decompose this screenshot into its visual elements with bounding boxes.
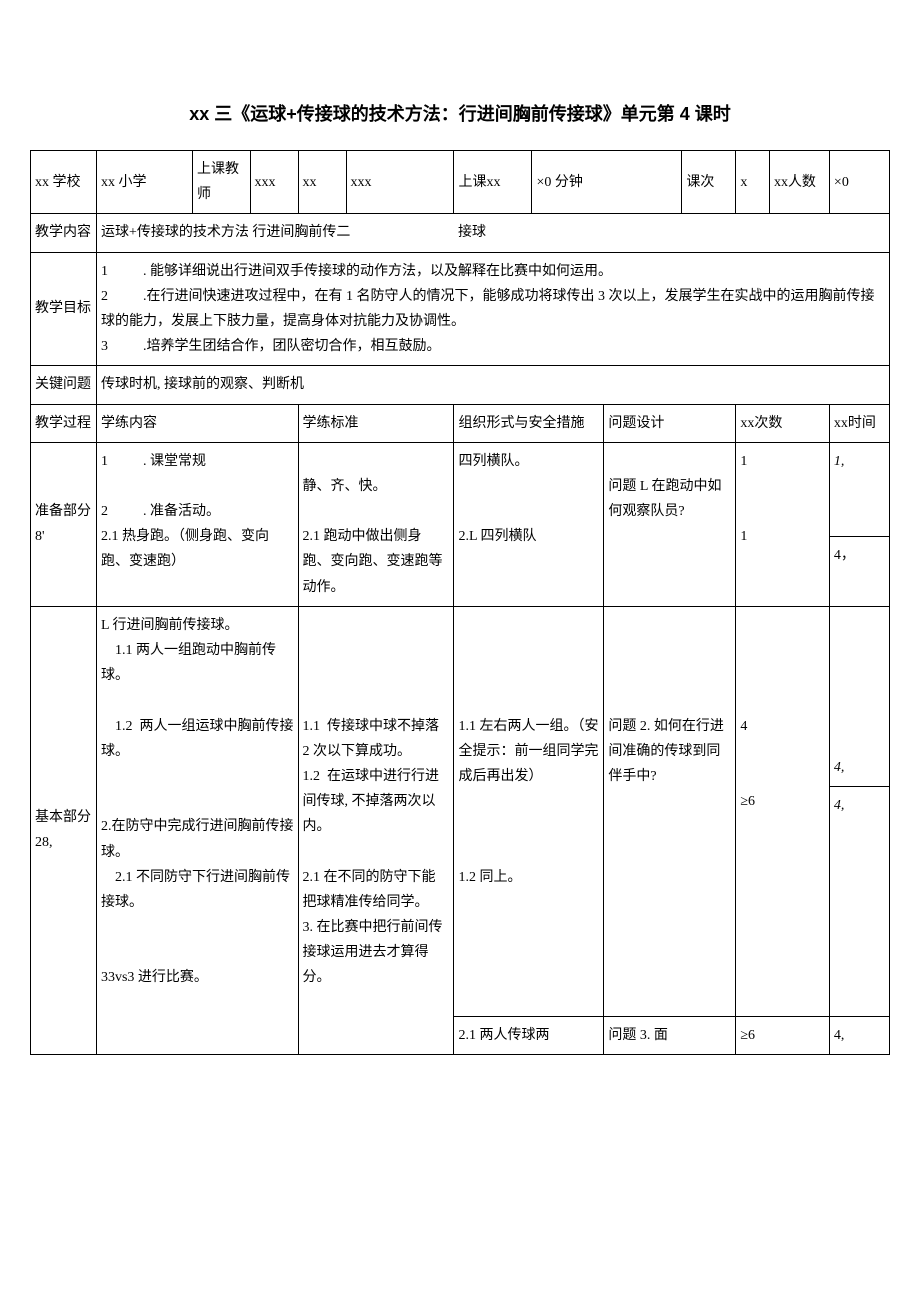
class-time-label: 上课xx <box>454 151 532 214</box>
basic-time-1: 4, <box>829 606 889 786</box>
header-count: xx次数 <box>736 404 830 442</box>
prep-question: 问题 L 在跑动中如何观察队员? <box>604 442 736 606</box>
basic-standard: 1.1 传接球中球不掉落 2 次以下算成功。 1.2 在运球中进行行进间传球, … <box>298 606 454 1054</box>
header-question: 问题设计 <box>604 404 736 442</box>
content-left: 运球+传接球的技术方法 行进间胸前传二 <box>96 214 453 252</box>
page-title: xx 三《运球+传接球的技术方法：行进间胸前传接球》单元第 4 课时 <box>30 100 890 126</box>
basic-org: 1.1 左右两人一组。（安全提示：前一组同学完成后再出发） 1.2 同上。 <box>454 606 604 1016</box>
col5-label: xx <box>298 151 346 214</box>
key-question-label: 关键问题 <box>31 366 97 404</box>
basic-label: 基本部分 28, <box>31 606 97 1054</box>
basic-content: L 行进间胸前传接球。 1.1 两人一组跑动中胸前传球。 1.2 两人一组运球中… <box>96 606 298 1054</box>
prep-counts: 1 1 <box>736 442 830 606</box>
header-standard: 学练标准 <box>298 404 454 442</box>
header-time: xx时间 <box>829 404 889 442</box>
prep-time-1: 1, <box>829 442 889 536</box>
header-org: 组织形式与安全措施 <box>454 404 604 442</box>
teacher-value: xxx <box>250 151 298 214</box>
lastrow-time: 4, <box>829 1016 889 1054</box>
content-right: 接球 <box>454 214 890 252</box>
count-value: ×0 <box>829 151 889 214</box>
basic-question: 问题 2. 如何在行进间准确的传球到同伴手中? <box>604 606 736 1016</box>
prep-label: 准备部分 8' <box>31 442 97 606</box>
prep-content: 1 . 课堂常规 2 . 准备活动。 2.1 热身跑。（侧身跑、变向跑、变速跑） <box>96 442 298 606</box>
header-process: 教学过程 <box>31 404 97 442</box>
session-value: x <box>736 151 770 214</box>
goal-text: 1 . 能够详细说出行进间双手传接球的动作方法，以及解释在比赛中如何运用。 2 … <box>96 252 889 366</box>
basic-counts: 4 ≥6 <box>736 606 830 1016</box>
lastrow-org: 2.1 两人传球两 <box>454 1016 604 1054</box>
prep-standard: 静、齐、快。 2.1 跑动中做出侧身跑、变向跑、变速跑等动作。 <box>298 442 454 606</box>
teacher-label: 上课教师 <box>192 151 250 214</box>
header-content: 学练内容 <box>96 404 298 442</box>
lastrow-question: 问题 3. 面 <box>604 1016 736 1054</box>
col6-value: xxx <box>346 151 454 214</box>
content-label: 教学内容 <box>31 214 97 252</box>
lesson-plan-table: xx 学校 xx 小学 上课教师 xxx xx xxx 上课xx ×0 分钟 课… <box>30 150 890 1055</box>
basic-time-2: 4, <box>829 786 889 1016</box>
school-value: xx 小学 <box>96 151 192 214</box>
goal-label: 教学目标 <box>31 252 97 366</box>
prep-org: 四列横队。 2.L 四列横队 <box>454 442 604 606</box>
key-question-text: 传球时机, 接球前的观察、判断机 <box>96 366 889 404</box>
count-label: xx人数 <box>769 151 829 214</box>
class-time-value: ×0 分钟 <box>532 151 682 214</box>
prep-time-2: 4， <box>829 536 889 606</box>
session-label: 课次 <box>682 151 736 214</box>
school-label: xx 学校 <box>31 151 97 214</box>
lastrow-counts: ≥6 <box>736 1016 830 1054</box>
